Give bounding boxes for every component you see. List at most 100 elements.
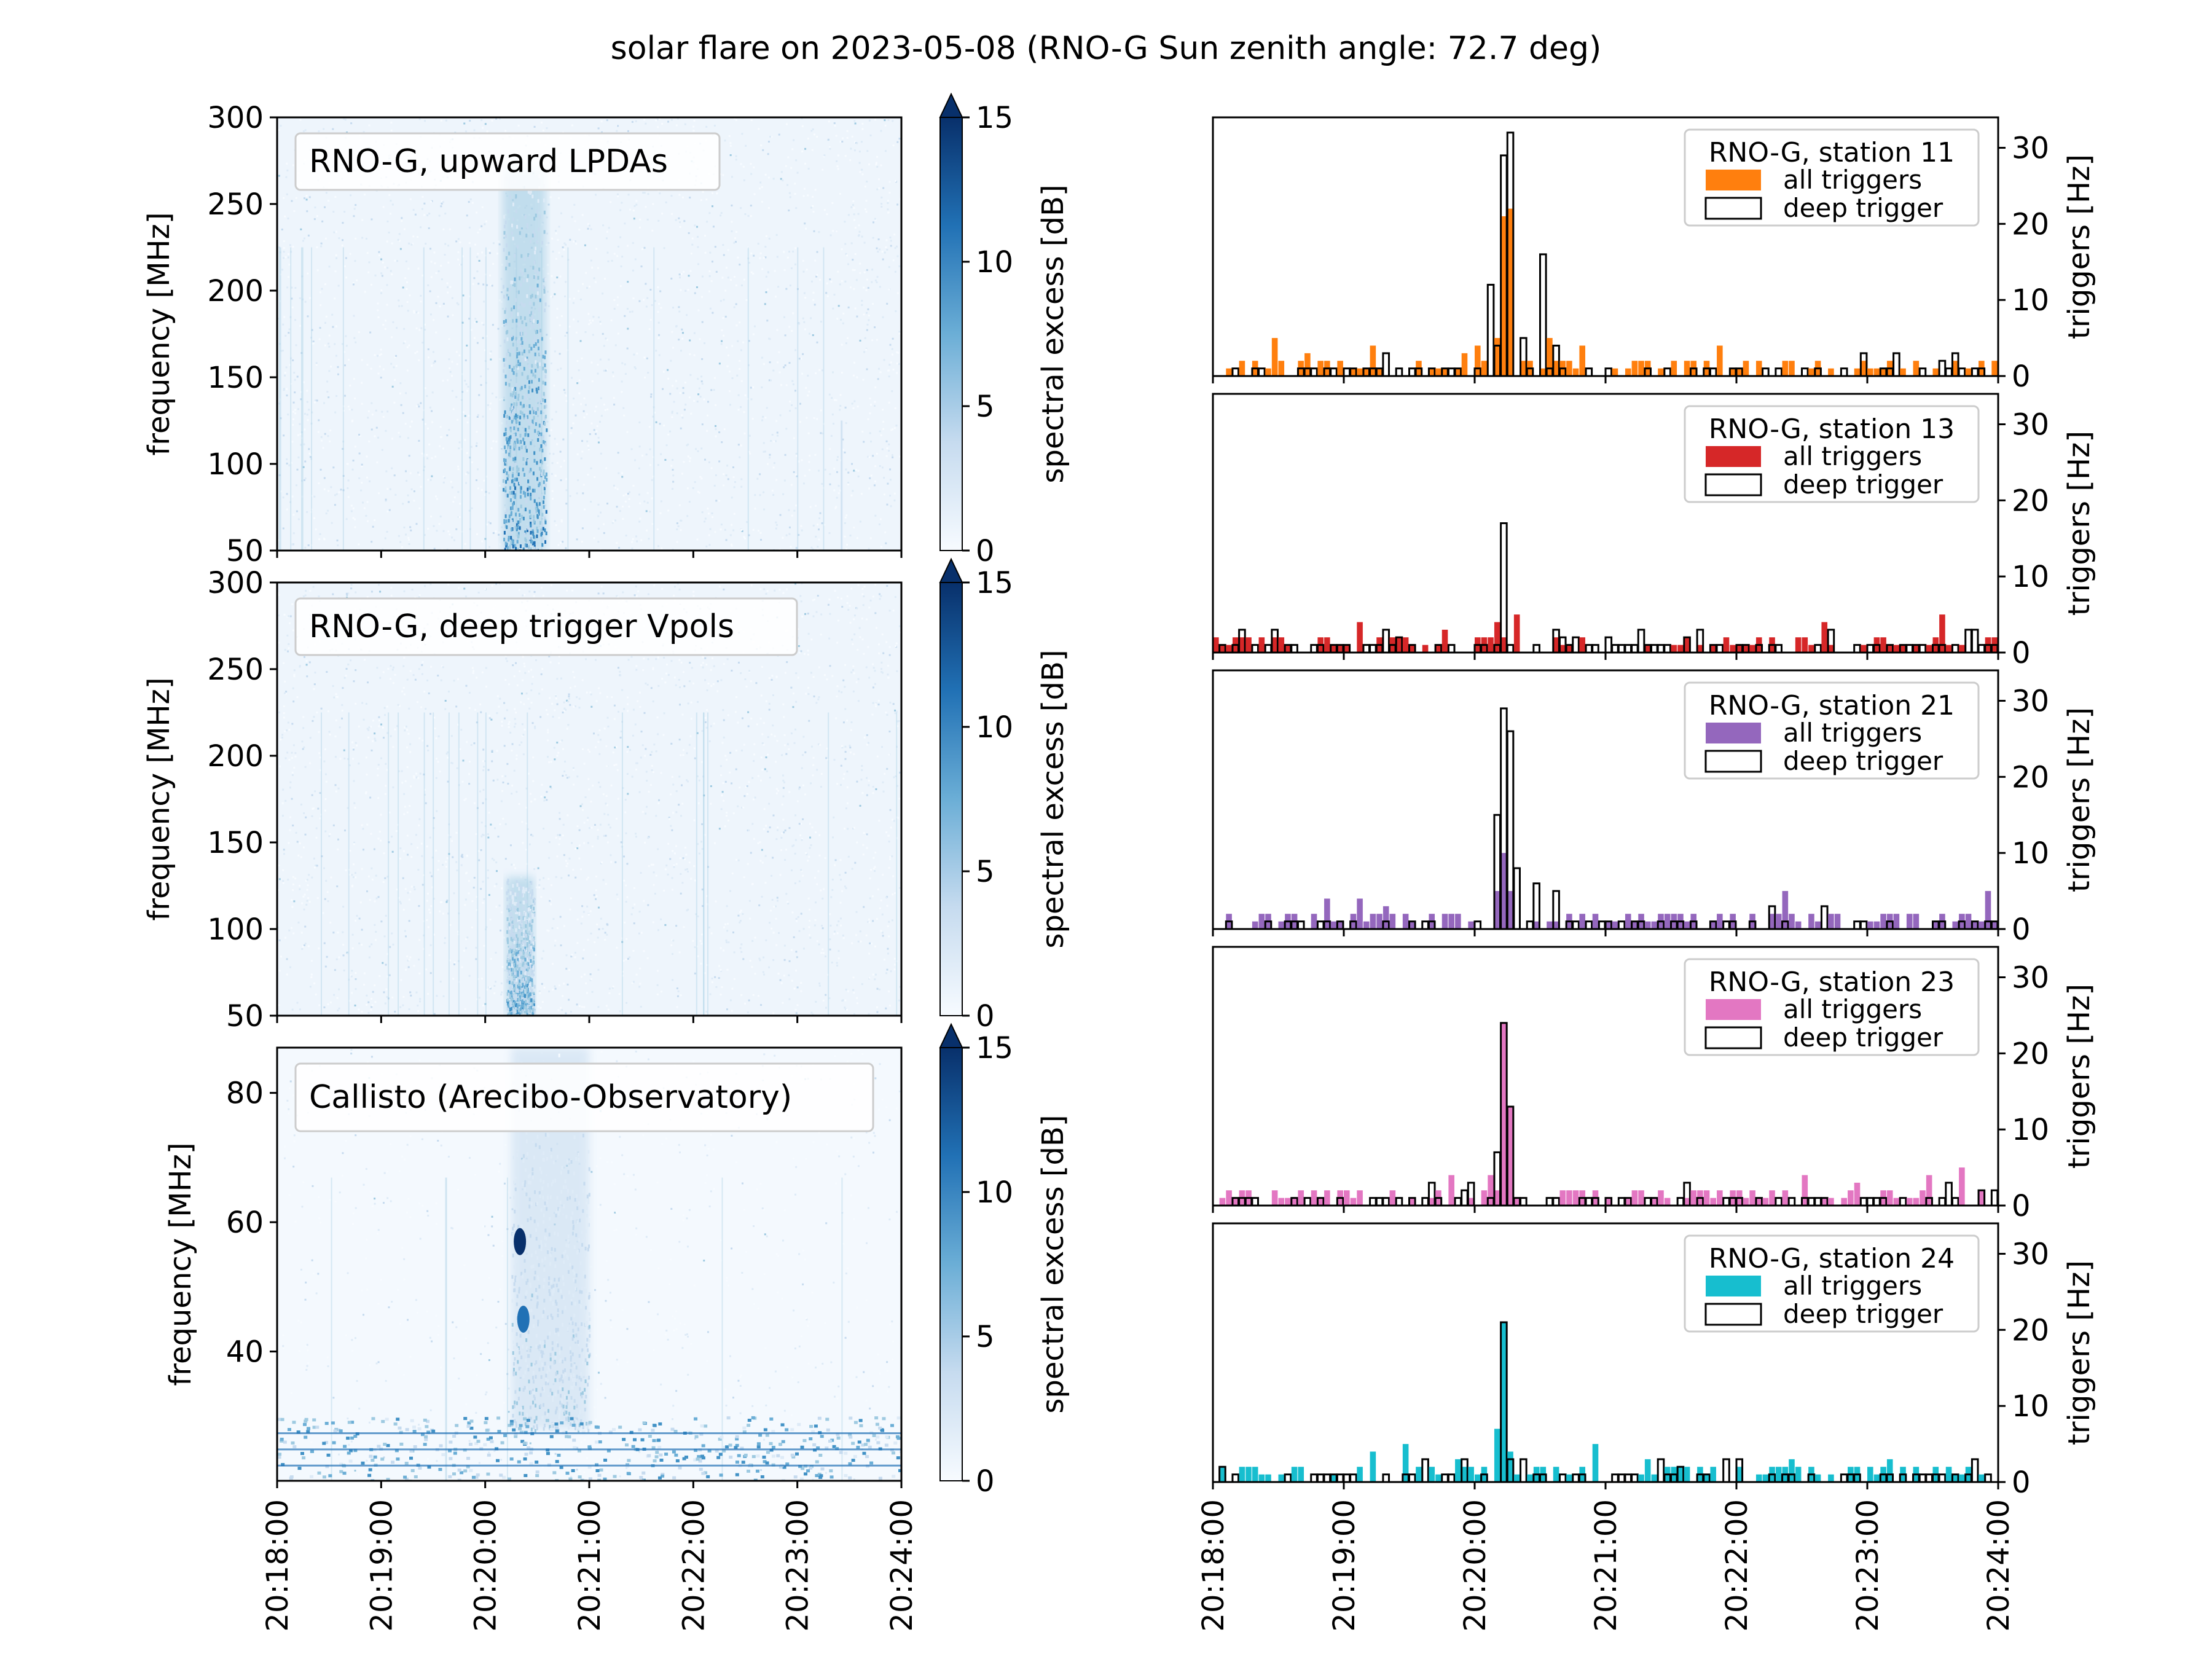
noise-pixel [613,253,616,255]
noise-pixel [868,606,871,609]
noise-pixel [476,256,479,258]
noise-pixel [431,364,433,367]
noise-pixel [826,295,829,297]
noise-pixel [759,494,761,496]
noise-pixel [581,440,584,442]
noise-pixel [688,861,691,864]
noise-pixel [718,500,721,502]
noise-pixel [576,918,579,920]
noise-pixel [337,848,339,850]
burst-pixel [513,395,516,399]
burst-pixel [544,308,546,313]
noise-pixel [563,242,566,245]
noise-pixel [430,905,433,908]
noise-pixel [682,749,684,751]
noise-pixel [744,213,747,215]
noise-pixel [733,241,735,244]
noise-pixel [299,1008,301,1011]
noise-pixel [801,529,803,531]
noise-pixel [318,1004,321,1006]
noise-pixel [563,701,565,704]
burst-pixel [516,523,518,527]
noise-pixel [342,222,344,224]
noise-pixel [348,869,350,871]
noise-pixel [292,889,294,892]
burst-pixel [508,383,511,387]
noise-pixel [448,358,450,361]
noise-pixel [772,466,775,469]
noise-pixel [495,396,498,399]
noise-pixel [844,221,846,223]
noise-pixel [800,982,802,984]
noise-pixel [408,898,410,901]
noise-pixel [337,544,339,547]
noise-pixel [379,677,382,679]
noise-pixel [482,802,484,804]
noise-pixel [611,522,614,524]
burst-pixel [517,402,520,407]
noise-pixel [292,629,294,632]
noise-pixel [862,378,865,381]
noise-pixel [873,405,876,407]
noise-pixel [643,246,646,249]
noise-pixel [583,763,586,765]
noise-pixel [420,327,423,329]
noise-pixel [868,315,870,317]
burst-pixel [541,472,543,476]
noise-pixel [304,129,307,131]
noise-pixel [885,239,888,241]
noise-pixel [697,246,699,248]
noise-pixel [796,455,798,457]
noise-pixel [501,422,503,425]
noise-pixel [565,489,568,492]
noise-pixel [284,680,286,683]
burst-pixel [506,493,509,498]
noise-pixel [768,677,771,679]
noise-pixel [337,284,340,287]
burst-pixel [516,419,519,423]
noise-pixel [634,833,637,835]
noise-pixel [294,287,297,289]
noise-pixel [723,473,725,476]
noise-pixel [499,398,501,401]
noise-pixel [605,834,607,837]
noise-pixel [763,973,766,976]
noise-pixel [292,418,294,420]
noise-pixel [895,310,897,312]
noise-pixel [871,281,873,283]
noise-pixel [416,351,418,353]
noise-pixel [723,484,725,487]
noise-pixel [288,276,290,278]
noise-pixel [280,490,282,493]
noise-pixel [294,319,297,321]
noise-pixel [447,291,449,294]
noise-pixel [457,723,460,726]
noise-pixel [526,863,528,865]
noise-pixel [396,725,399,728]
noise-pixel [406,281,408,283]
burst-pixel [516,355,519,359]
noise-pixel [551,490,554,492]
noise-pixel [362,849,364,851]
noise-pixel [593,537,595,539]
noise-pixel [447,780,449,783]
noise-pixel [807,394,809,397]
noise-pixel [812,128,814,131]
noise-pixel [667,433,670,436]
noise-pixel [625,901,627,903]
noise-pixel [369,331,372,334]
noise-pixel [442,476,445,478]
noise-pixel [722,317,724,320]
noise-pixel [775,296,777,298]
noise-pixel [399,901,401,903]
noise-pixel [353,843,355,845]
noise-pixel [639,218,641,221]
noise-pixel [334,494,336,496]
noise-pixel [423,934,425,936]
noise-pixel [560,212,563,214]
noise-pixel [693,399,696,402]
noise-pixel [471,667,474,669]
burst-pixel [509,486,512,490]
noise-pixel [614,344,617,347]
noise-pixel [691,667,693,669]
